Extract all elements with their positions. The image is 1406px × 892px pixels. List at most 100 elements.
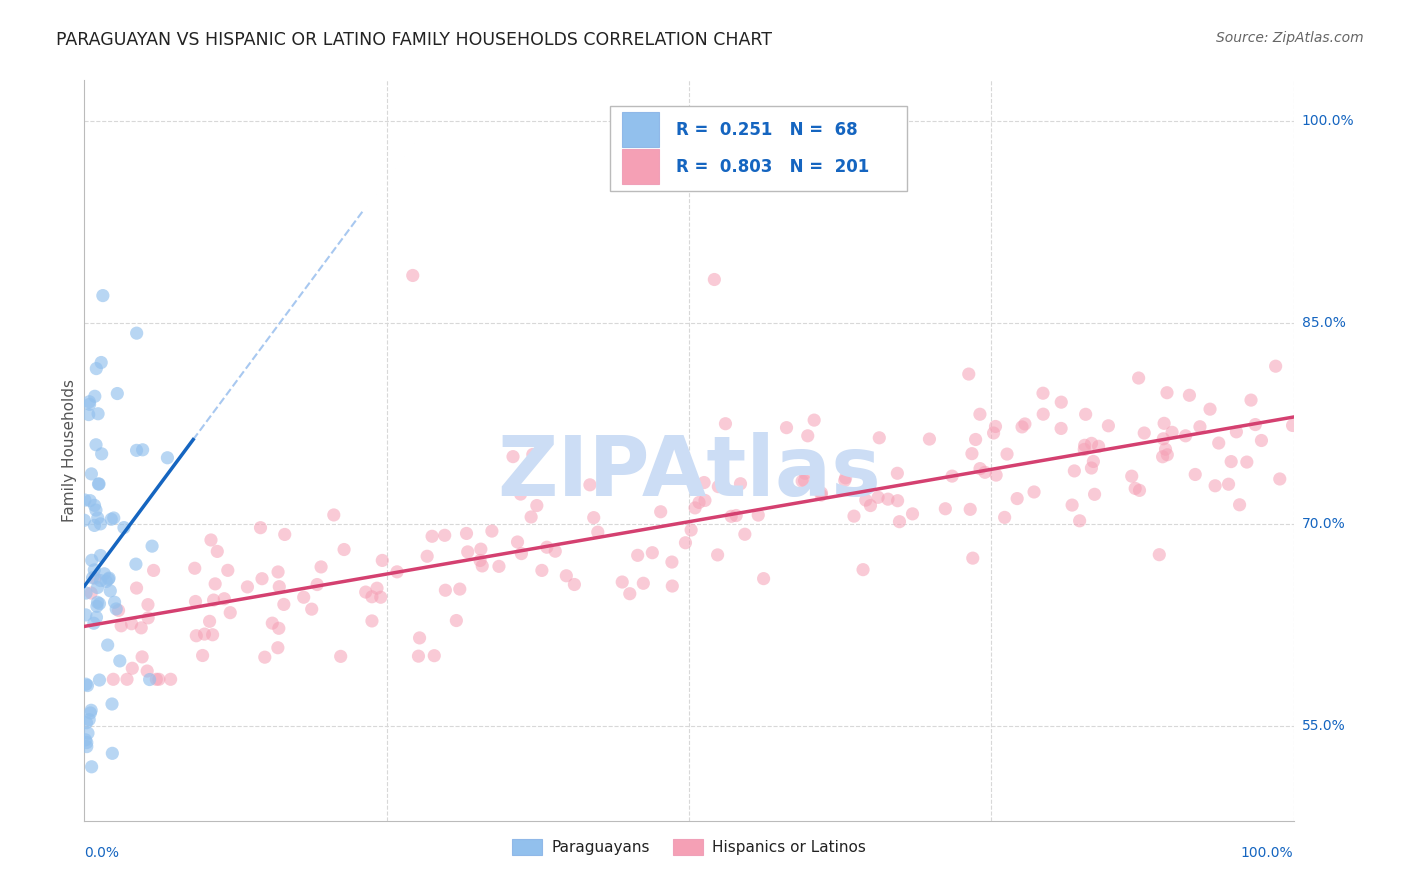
Point	[526, 499, 548, 513]
Point	[84, 571, 107, 585]
Point	[200, 533, 222, 547]
Point	[1229, 498, 1251, 512]
Point	[1084, 487, 1107, 501]
Point	[1011, 420, 1033, 434]
Point	[141, 539, 163, 553]
Point	[1063, 464, 1085, 478]
Point	[536, 541, 558, 555]
Point	[468, 553, 491, 567]
Point	[250, 572, 273, 586]
Point	[207, 544, 229, 558]
Point	[1152, 432, 1174, 446]
Point	[83, 499, 105, 513]
Point	[110, 619, 132, 633]
Point	[794, 467, 817, 481]
Point	[121, 616, 143, 631]
Point	[681, 523, 703, 537]
Point	[1208, 436, 1230, 450]
Point	[520, 510, 543, 524]
Point	[470, 542, 492, 557]
Point	[1154, 442, 1177, 457]
Point	[77, 726, 100, 740]
Point	[73, 493, 96, 508]
Point	[100, 512, 122, 526]
Point	[995, 447, 1018, 461]
Point	[675, 535, 697, 549]
Point	[87, 407, 110, 421]
Point	[1199, 402, 1222, 417]
Point	[136, 664, 159, 678]
Point	[1032, 407, 1054, 421]
Point	[1188, 419, 1211, 434]
Point	[125, 326, 148, 340]
Point	[202, 593, 225, 607]
Point	[76, 739, 98, 754]
Point	[84, 361, 107, 376]
Point	[1133, 425, 1156, 440]
Point	[725, 508, 748, 523]
Point	[457, 545, 479, 559]
Point	[103, 511, 125, 525]
Point	[488, 559, 510, 574]
Point	[1014, 417, 1036, 431]
Point	[121, 661, 143, 675]
Point	[420, 529, 443, 543]
Point	[619, 587, 641, 601]
Point	[810, 486, 832, 500]
Point	[1156, 385, 1178, 400]
Text: PARAGUAYAN VS HISPANIC OR LATINO FAMILY HOUSEHOLDS CORRELATION CHART: PARAGUAYAN VS HISPANIC OR LATINO FAMILY …	[56, 31, 772, 49]
Point	[941, 469, 963, 483]
Point	[249, 521, 271, 535]
Point	[965, 433, 987, 447]
Point	[112, 520, 135, 534]
Text: R =  0.803   N =  201: R = 0.803 N = 201	[676, 158, 869, 176]
Point	[544, 544, 567, 558]
Point	[131, 649, 153, 664]
Point	[1050, 421, 1073, 435]
Point	[433, 528, 456, 542]
Point	[530, 563, 553, 577]
Point	[214, 591, 236, 606]
Point	[969, 407, 991, 421]
Point	[1022, 485, 1045, 500]
Point	[198, 615, 221, 629]
Point	[984, 468, 1007, 483]
Point	[877, 492, 900, 507]
Point	[969, 461, 991, 475]
Point	[1080, 436, 1102, 450]
Point	[191, 648, 214, 663]
Point	[98, 583, 121, 598]
Point	[201, 628, 224, 642]
Point	[582, 510, 605, 524]
Point	[89, 516, 111, 531]
Point	[115, 673, 138, 687]
Point	[136, 598, 159, 612]
Point	[79, 397, 101, 411]
Point	[434, 583, 457, 598]
Point	[752, 572, 775, 586]
Point	[1080, 461, 1102, 475]
Point	[960, 447, 983, 461]
Point	[886, 467, 908, 481]
Point	[1156, 448, 1178, 462]
Point	[1097, 418, 1119, 433]
Point	[84, 438, 107, 452]
Point	[366, 581, 388, 595]
Point	[129, 621, 152, 635]
Point	[79, 706, 101, 720]
Point	[1240, 393, 1263, 408]
Point	[87, 477, 110, 491]
Point	[810, 488, 832, 502]
Point	[138, 673, 160, 687]
Point	[693, 493, 716, 508]
Point	[1069, 514, 1091, 528]
FancyBboxPatch shape	[623, 112, 659, 147]
Point	[1268, 472, 1291, 486]
Point	[361, 614, 384, 628]
Text: 0.0%: 0.0%	[84, 846, 120, 860]
Point	[86, 599, 108, 614]
Point	[1050, 395, 1073, 409]
Point	[1128, 483, 1150, 498]
Point	[720, 509, 742, 524]
Text: 100.0%: 100.0%	[1241, 846, 1294, 860]
